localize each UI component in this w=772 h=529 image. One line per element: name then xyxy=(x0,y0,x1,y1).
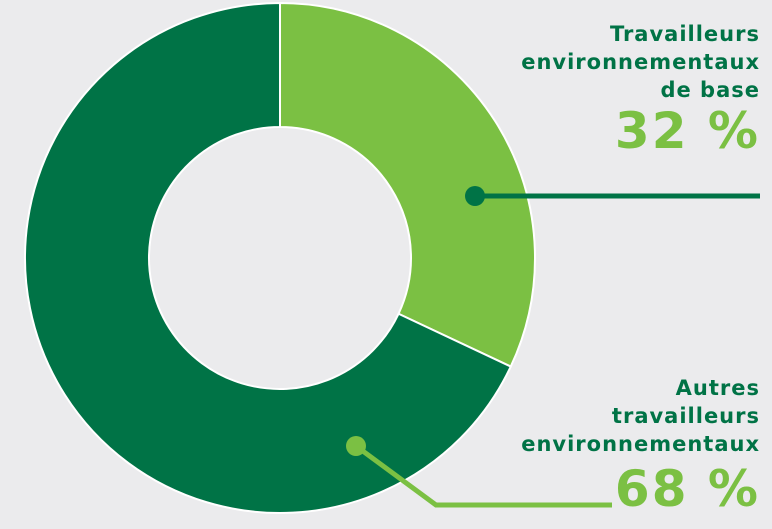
slice-label-core-workers: Travailleurs environnementaux de base 32… xyxy=(521,20,760,158)
slice-core-workers xyxy=(279,1,536,368)
slice-value-other-workers: 68 % xyxy=(614,460,760,518)
slice-other-workers xyxy=(24,1,513,514)
leader-other-workers-dot xyxy=(346,436,366,456)
slice-name-core-workers: Travailleurs environnementaux de base xyxy=(521,22,760,102)
slice-label-other-workers: Autres travailleurs environnementaux 68 … xyxy=(521,374,760,516)
slice-name-other-workers: Autres travailleurs environnementaux xyxy=(521,376,760,456)
slices-group xyxy=(24,1,536,514)
leaders-group xyxy=(346,186,760,508)
leader-core-workers-dot xyxy=(465,186,485,206)
leader-other-workers-line xyxy=(354,443,612,508)
slice-value-core-workers: 32 % xyxy=(614,102,760,160)
